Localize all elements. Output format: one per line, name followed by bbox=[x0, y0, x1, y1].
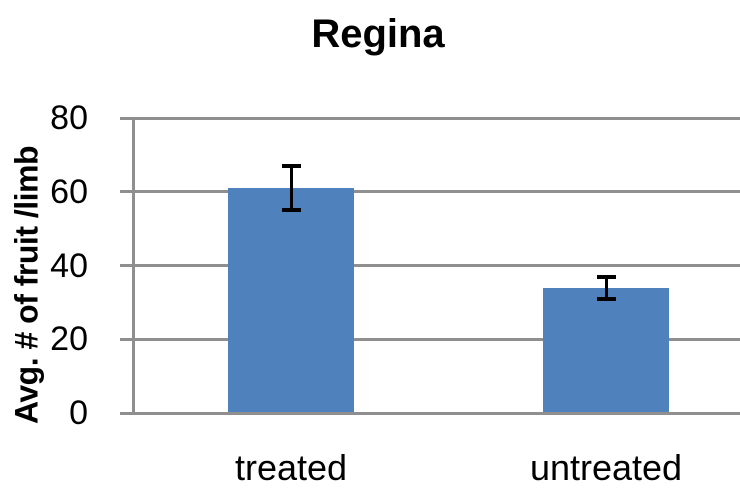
bar bbox=[543, 287, 669, 412]
gridline bbox=[133, 264, 740, 267]
error-bar-cap-top bbox=[596, 274, 616, 279]
y-tick-label: 40 bbox=[50, 246, 88, 285]
y-axis-tick-mark bbox=[120, 190, 133, 194]
gridline bbox=[133, 411, 740, 415]
y-tick-label: 80 bbox=[50, 99, 88, 137]
y-axis-tick-mark bbox=[120, 411, 133, 415]
y-axis-tick-mark bbox=[120, 116, 133, 120]
error-bar-stem bbox=[604, 276, 608, 299]
y-axis-title: Avg. # of fruit /limb bbox=[8, 145, 45, 425]
error-bar-cap-bottom bbox=[596, 296, 616, 301]
x-axis-label: untreated bbox=[529, 447, 683, 488]
x-axis-label: treated bbox=[234, 447, 348, 488]
y-tick-label: 60 bbox=[50, 172, 88, 211]
gridline bbox=[133, 337, 740, 341]
y-axis-line bbox=[131, 116, 135, 415]
gridline bbox=[133, 190, 740, 194]
y-tick-label: 20 bbox=[50, 320, 88, 359]
error-bar-cap-bottom bbox=[281, 208, 301, 213]
y-axis-tick-mark bbox=[120, 337, 133, 341]
y-axis-tick-mark bbox=[120, 264, 133, 267]
gridline bbox=[133, 116, 740, 120]
y-tick-label: 0 bbox=[69, 394, 88, 432]
error-bar-stem bbox=[289, 165, 293, 211]
error-bar-cap-top bbox=[281, 163, 301, 168]
bar bbox=[228, 188, 354, 412]
chart-title: Regina bbox=[311, 12, 445, 56]
